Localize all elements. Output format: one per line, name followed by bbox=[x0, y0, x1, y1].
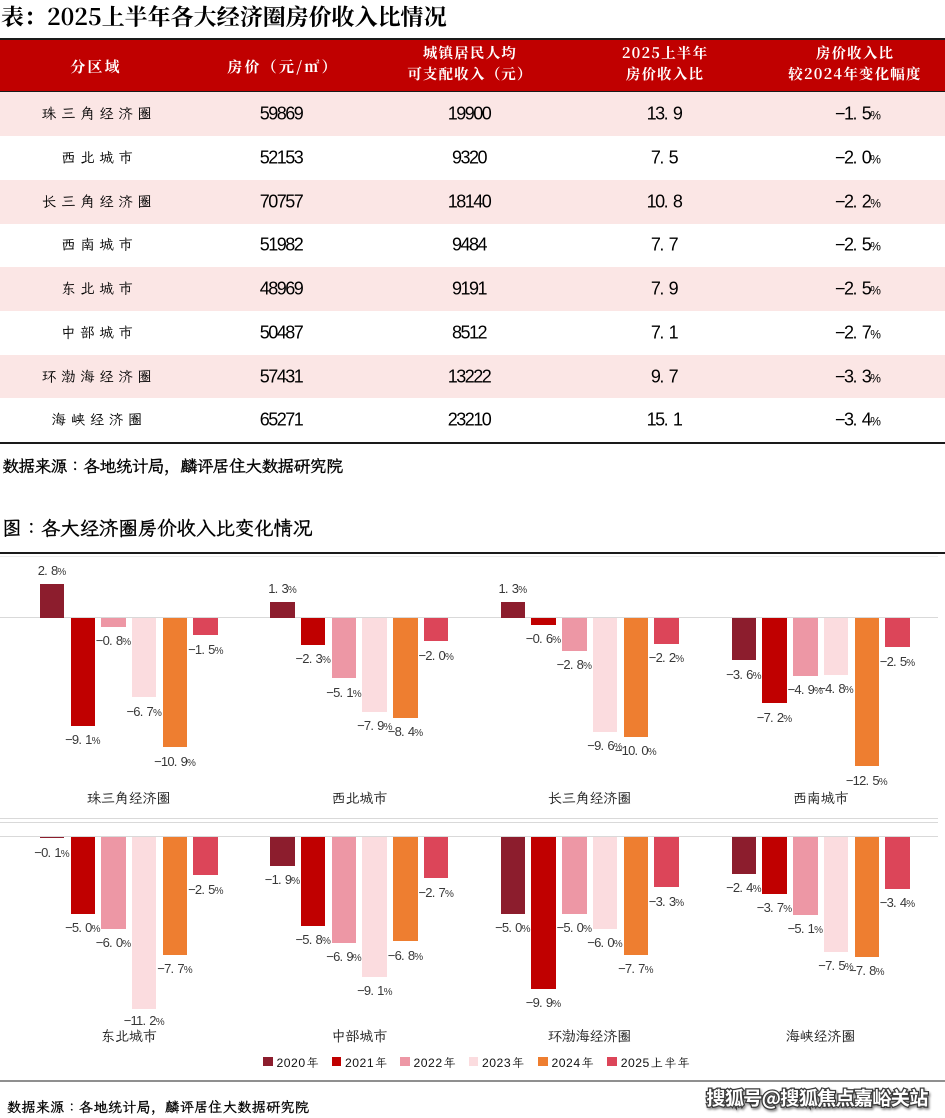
svg-text:搜狐号@搜狐焦点嘉峪关站: 搜狐号@搜狐焦点嘉峪关站 bbox=[706, 1083, 928, 1111]
